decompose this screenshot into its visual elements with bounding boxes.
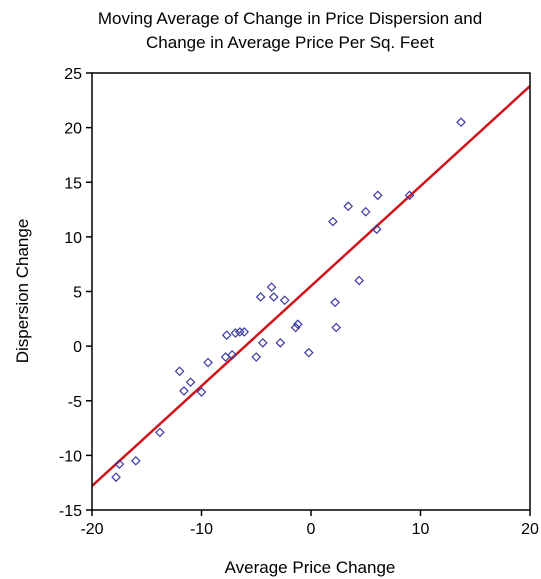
data-point xyxy=(234,327,245,337)
data-point xyxy=(174,366,185,377)
data-point xyxy=(343,201,354,212)
data-point xyxy=(155,427,165,438)
data-point xyxy=(290,322,301,333)
y-tick-label: 10 xyxy=(64,230,82,247)
x-tick-label: -10 xyxy=(190,521,213,538)
data-point xyxy=(354,275,365,286)
plot-area-frame xyxy=(91,72,531,511)
data-point xyxy=(275,337,286,348)
data-point xyxy=(255,292,266,302)
x-axis-ticks: -20 -10 0 10 20 xyxy=(80,510,539,538)
x-tick-label: 0 xyxy=(307,521,316,538)
y-axis-label: Dispersion Change xyxy=(13,219,32,364)
data-point xyxy=(328,216,338,227)
data-point xyxy=(257,337,268,348)
data-point xyxy=(303,347,314,358)
data-point xyxy=(221,330,232,341)
y-tick-label: 5 xyxy=(73,285,82,302)
regression-line xyxy=(91,85,531,487)
data-points xyxy=(111,117,466,483)
data-point xyxy=(268,292,279,302)
x-tick-label: 10 xyxy=(412,521,430,538)
data-point xyxy=(404,190,415,201)
y-tick-label: -10 xyxy=(59,448,82,465)
x-axis-label: Average Price Change xyxy=(225,558,396,577)
data-point xyxy=(227,350,238,360)
x-tick-label: 20 xyxy=(521,521,539,538)
y-axis-ticks: -15 -10 -5 0 5 10 15 20 25 xyxy=(59,66,92,520)
data-point xyxy=(266,282,277,292)
data-point xyxy=(331,322,342,333)
y-tick-label: 25 xyxy=(64,66,82,83)
data-point xyxy=(111,472,121,483)
data-point xyxy=(130,455,141,466)
y-tick-label: -5 xyxy=(68,394,82,411)
data-point xyxy=(293,319,303,330)
data-point xyxy=(114,459,125,469)
data-point xyxy=(372,190,383,201)
chart-title-line-1: Moving Average of Change in Price Disper… xyxy=(98,9,482,28)
data-point xyxy=(230,328,241,338)
data-point xyxy=(279,295,290,306)
data-point xyxy=(456,117,466,128)
data-point xyxy=(185,377,196,388)
data-point xyxy=(196,387,207,397)
data-point xyxy=(360,206,371,217)
data-point xyxy=(203,357,213,368)
y-tick-label: -15 xyxy=(59,503,82,520)
chart-title-line-2: Change in Average Price Per Sq. Feet xyxy=(146,33,434,52)
y-tick-label: 0 xyxy=(73,339,82,356)
data-point xyxy=(330,297,340,308)
y-tick-label: 15 xyxy=(64,175,82,192)
data-point xyxy=(179,386,189,396)
data-point xyxy=(239,327,250,337)
y-tick-label: 20 xyxy=(64,121,82,138)
x-tick-label: -20 xyxy=(80,521,103,538)
data-point xyxy=(251,352,262,362)
data-point xyxy=(371,224,382,235)
